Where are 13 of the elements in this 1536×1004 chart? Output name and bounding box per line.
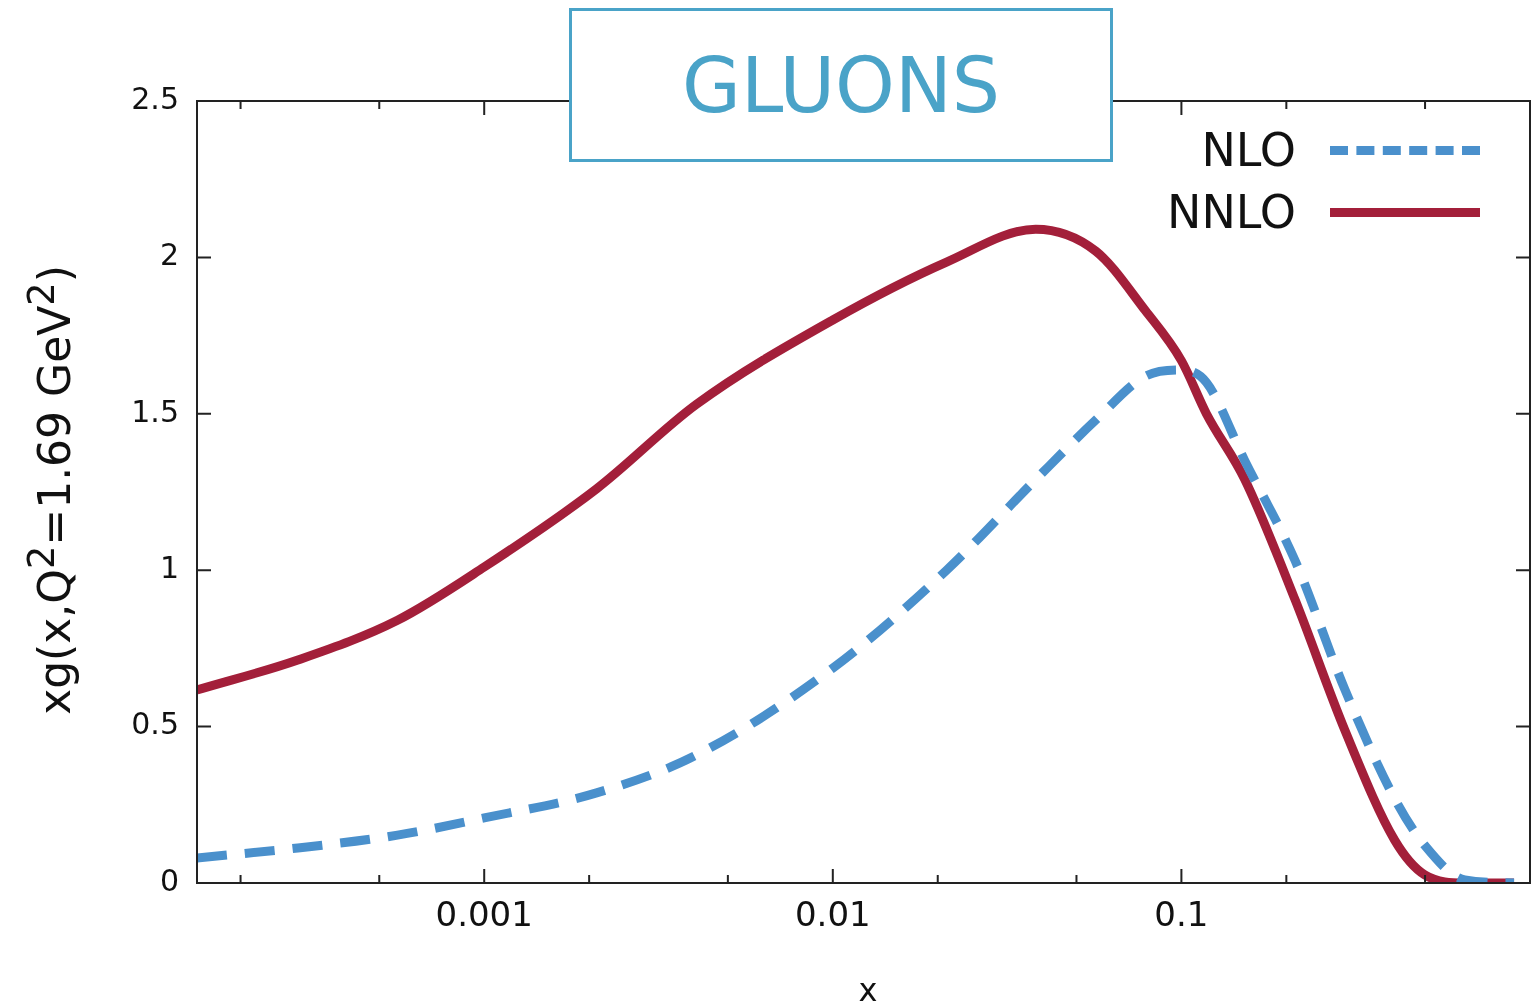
y-tick-label: 2.5 [131,80,179,116]
x-tick-label: 0.001 [435,894,533,935]
chart-title: GLUONS [569,8,1113,162]
y-tick-label: 0 [159,862,179,898]
y-tick-label: 2 [159,237,179,273]
legend-label: NLO [1201,123,1296,177]
y-tick-label: 0.5 [131,706,179,742]
x-axis-title: x [858,971,878,1004]
legend-label: NNLO [1166,185,1296,239]
x-tick-label: 0.1 [1154,894,1209,935]
y-tick-label: 1 [159,550,179,585]
y-tick-label: 1.5 [131,393,179,429]
x-tick-label: 0.01 [794,894,871,935]
